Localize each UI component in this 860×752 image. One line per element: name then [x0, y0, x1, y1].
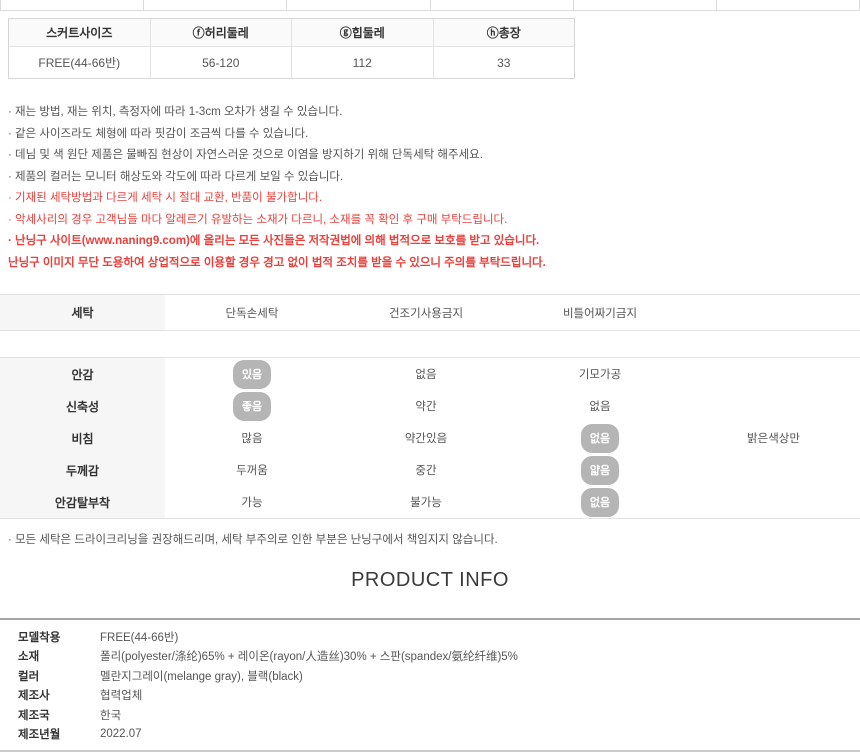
product-info-row: 제조국 한국	[0, 705, 860, 725]
attribute-option-selected-badge: 좋음	[233, 391, 271, 421]
size-table-value: 56-120	[149, 47, 291, 78]
size-table-header: 스커트사이즈	[9, 19, 150, 47]
product-info-label: 제조년월	[18, 729, 61, 742]
attribute-option: 약간있음	[404, 433, 448, 445]
notice-line: · 재는 방법, 재는 위치, 측정자에 따라 1-3cm 오차가 생길 수 있…	[8, 106, 343, 118]
size-table-value: 33	[432, 47, 574, 78]
size-table-header: ⓗ총장	[432, 19, 574, 47]
attribute-label: 안감	[0, 358, 165, 390]
attribute-option: 밝은색상만	[747, 433, 800, 445]
product-info-value: 협력업체	[100, 690, 143, 703]
attribute-label: 비침	[0, 422, 165, 454]
product-info-value: 폴리(polyester/涤纶)65% + 레이온(rayon/人造丝)30% …	[100, 651, 518, 664]
attribute-row-lining-detachable: 안감탈부착 가능 불가능 없음	[0, 486, 860, 518]
attribute-row-stretch: 신축성 좋음 약간 없음	[0, 390, 860, 422]
attribute-option: 기모가공	[578, 369, 622, 381]
attribute-option: 약간	[415, 401, 437, 413]
notice-line-red: · 기재된 세탁방법과 다르게 세탁 시 절대 교환, 반품이 불가합니다.	[8, 192, 323, 204]
attribute-option: 중간	[415, 465, 437, 477]
notice-line: · 같은 사이즈라도 체형에 따라 핏감이 조금씩 다를 수 있습니다.	[8, 127, 309, 140]
notice-line-copyright: · 난닝구 사이트(www.naning9.com)에 올리는 모든 사진들은 …	[8, 235, 540, 247]
attribute-row-sheerness: 비침 많음 약간있음 없음 밝은색상만	[0, 422, 860, 454]
attribute-option: 두꺼움	[236, 465, 268, 477]
care-option: 단독손세탁	[225, 307, 279, 320]
product-info-row: 소재 폴리(polyester/涤纶)65% + 레이온(rayon/人造丝)3…	[0, 647, 860, 667]
notice-line: · 제품의 컬러는 모니터 해상도와 각도에 따라 다르게 보일 수 있습니다.	[8, 170, 344, 183]
notice-line-copyright: 난닝구 이미지 무단 도용하여 상업적으로 이용할 경우 경고 없이 법적 조치…	[8, 256, 546, 269]
attribute-option: 불가능	[410, 497, 442, 509]
cropped-table-cell	[572, 0, 716, 10]
cropped-table-cell	[286, 0, 429, 10]
attribute-option: 없음	[415, 369, 437, 381]
care-table: 세탁 단독손세탁 건조기사용금지 비틀어짜기금지	[0, 294, 860, 331]
cropped-table-bottom	[0, 0, 860, 11]
attribute-row-lining: 안감 있음 없음 기모가공	[0, 358, 860, 390]
product-info-value: FREE(44-66반)	[100, 631, 179, 644]
notice-list: · 재는 방법, 재는 위치, 측정자에 따라 1-3cm 오차가 생길 수 있…	[8, 102, 860, 274]
cropped-table-cell	[0, 0, 143, 10]
size-table-header: ⓕ허리둘레	[149, 19, 291, 47]
size-table-header: ⓖ힙둘레	[291, 19, 433, 47]
size-table-row: FREE(44-66반) 56-120 112 33	[9, 47, 574, 78]
care-option: 비틀어짜기금지	[562, 307, 638, 320]
cropped-table-cell	[143, 0, 286, 10]
product-info-table: 모델착용 FREE(44-66반) 소재 폴리(polyester/涤纶)65%…	[0, 618, 860, 752]
product-info-value: 한국	[100, 709, 122, 722]
care-option	[687, 295, 860, 330]
attribute-label: 두께감	[0, 454, 165, 486]
notice-line: · 데님 및 색 원단 제품은 물빠짐 현상이 자연스러운 것으로 이염을 방지…	[8, 149, 483, 161]
attribute-option	[687, 454, 860, 486]
attribute-option: 없음	[589, 401, 611, 413]
notice-line-red: · 악세사리의 경우 고객님들 마다 알레르기 유발하는 소재가 다르니, 소재…	[8, 213, 508, 226]
product-info-row: 컬러 멜란지그레이(melange gray), 블랙(black)	[0, 666, 860, 686]
attribute-option	[687, 390, 860, 422]
product-info-value: 멜란지그레이(melange gray), 블랙(black)	[100, 670, 303, 683]
attribute-label: 안감탈부착	[0, 486, 165, 518]
attribute-option	[687, 486, 860, 518]
size-table: 스커트사이즈 ⓕ허리둘레 ⓖ힙둘레 ⓗ총장 FREE(44-66반) 56-12…	[8, 18, 575, 79]
attribute-option-selected-badge: 없음	[581, 487, 619, 517]
care-option: 건조기사용금지	[388, 307, 464, 320]
care-note: · 모든 세탁은 드라이크리닝을 권장해드리며, 세탁 부주의로 인한 부분은 …	[8, 534, 498, 546]
attribute-option	[687, 358, 860, 390]
attribute-row-thickness: 두께감 두꺼움 중간 얇음	[0, 454, 860, 486]
cropped-table-cell	[429, 0, 573, 10]
product-info-row: 모델착용 FREE(44-66반)	[0, 627, 860, 647]
care-table-label: 세탁	[0, 295, 165, 330]
attribute-option: 가능	[241, 497, 263, 509]
cropped-table-cell	[715, 0, 860, 10]
size-table-value: FREE(44-66반)	[9, 47, 150, 78]
attribute-option: 많음	[241, 433, 263, 445]
attribute-option-selected-badge: 얇음	[581, 455, 619, 485]
product-info-label: 컬러	[18, 670, 40, 683]
attribute-label: 신축성	[0, 390, 165, 422]
product-info-label: 소재	[18, 651, 40, 664]
attribute-table: 안감 있음 없음 기모가공 신축성 좋음 약간 없음 비침 많음 약간있음 없음…	[0, 357, 860, 519]
size-table-value: 112	[291, 47, 433, 78]
product-info-row: 제조년월 2022.07	[0, 725, 860, 745]
product-info-label: 제조국	[18, 709, 50, 722]
product-info-title: PRODUCT INFO	[351, 569, 509, 591]
size-table-header-row: 스커트사이즈 ⓕ허리둘레 ⓖ힙둘레 ⓗ총장	[9, 19, 574, 47]
product-info-label: 제조사	[18, 690, 50, 703]
attribute-option-selected-badge: 없음	[581, 423, 619, 453]
product-info-label: 모델착용	[18, 631, 61, 644]
product-info-row: 제조사 협력업체	[0, 686, 860, 706]
attribute-option-selected-badge: 있음	[233, 359, 271, 389]
product-info-value: 2022.07	[100, 728, 142, 741]
